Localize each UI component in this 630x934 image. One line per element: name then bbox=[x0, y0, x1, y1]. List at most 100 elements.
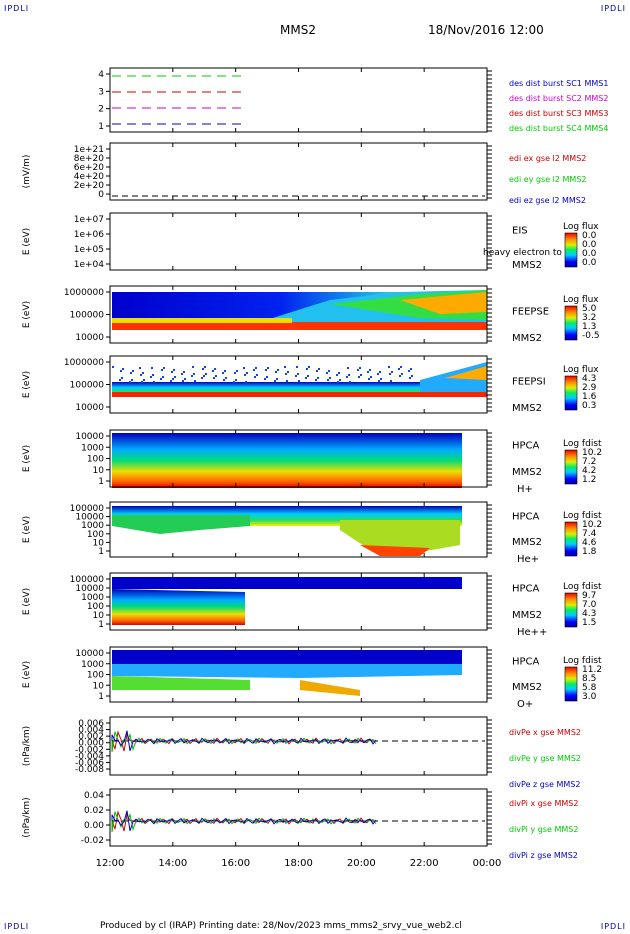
panel-p7 bbox=[106, 501, 578, 558]
spectrogram-band bbox=[112, 515, 250, 534]
colorbar-tick-label: 4.6 bbox=[582, 538, 597, 548]
noise-pixel bbox=[359, 367, 361, 369]
y-tick-label: 0.000 bbox=[78, 739, 104, 749]
spectrogram-band bbox=[400, 292, 487, 314]
noise-pixel bbox=[369, 369, 371, 371]
panel-axes bbox=[109, 716, 488, 776]
y-tick-label: 1000 bbox=[81, 521, 104, 531]
spectrogram-band bbox=[112, 322, 487, 330]
colorbar-tick-label: 5.0 bbox=[582, 304, 597, 314]
noise-pixel bbox=[222, 372, 224, 374]
y-tick-label: 1000 bbox=[81, 660, 104, 670]
panel-axes bbox=[109, 788, 488, 847]
noise-pixel bbox=[337, 381, 339, 383]
y-tick-label: 10 bbox=[93, 538, 105, 548]
y-tick-label: 10 bbox=[93, 681, 105, 691]
legend-entry: edi ez gse l2 MMS2 bbox=[509, 196, 586, 205]
colorbar-title: Log fdist bbox=[563, 439, 602, 449]
noise-pixel bbox=[194, 380, 196, 382]
species-label: He+ bbox=[517, 554, 539, 565]
noise-pixel bbox=[202, 368, 204, 370]
noise-pixel bbox=[336, 374, 338, 376]
y-tick-label: 3 bbox=[98, 87, 104, 97]
noise-pixel bbox=[246, 372, 248, 374]
x-tick-label: 12:00 bbox=[96, 858, 125, 869]
colorbar-tick-label: 0.3 bbox=[582, 401, 596, 411]
colorbar-tick-label: 0.0 bbox=[582, 249, 597, 259]
y-tick-label: 10000 bbox=[75, 649, 104, 659]
colorbar bbox=[564, 666, 578, 702]
spectrogram-band bbox=[112, 392, 487, 397]
spectrogram-band bbox=[112, 589, 245, 625]
noise-pixel bbox=[161, 369, 163, 371]
instrument-label: HPCA bbox=[512, 441, 540, 452]
colorbar-tick-label: 7.2 bbox=[582, 457, 596, 467]
noise-pixel bbox=[171, 371, 173, 373]
colorbar bbox=[564, 521, 578, 557]
x-tick-label: 22:00 bbox=[410, 858, 439, 869]
noise-pixel bbox=[235, 379, 237, 381]
colorbar-tick-label: 7.4 bbox=[582, 529, 597, 539]
colorbar-tick-label: 4.3 bbox=[582, 609, 596, 619]
noise-pixel bbox=[112, 366, 114, 368]
noise-pixel bbox=[131, 379, 133, 381]
noise-pixel bbox=[223, 379, 225, 381]
y-tick-label: 1e+04 bbox=[74, 260, 105, 270]
y-tick-label: 100 bbox=[87, 602, 104, 612]
y-tick-label: 10000 bbox=[75, 513, 104, 523]
noise-pixel bbox=[170, 380, 172, 382]
colorbar-tick-label: 10.2 bbox=[582, 448, 602, 458]
noise-pixel bbox=[214, 368, 216, 370]
noise-pixel bbox=[183, 371, 185, 373]
noise-pixel bbox=[276, 378, 278, 380]
spectrogram-band bbox=[112, 318, 292, 323]
spectrogram-band bbox=[300, 680, 360, 696]
noise-pixel bbox=[284, 366, 286, 368]
noise-pixel bbox=[357, 369, 359, 371]
legend-entry: divPe z gse MMS2 bbox=[509, 780, 580, 789]
noise-pixel bbox=[225, 377, 227, 379]
colorbar-tick-label: 1.6 bbox=[582, 392, 597, 402]
noise-pixel bbox=[275, 371, 277, 373]
instrument-label: EIS bbox=[512, 226, 528, 237]
noise-pixel bbox=[255, 367, 257, 369]
y-tick-label: 1000 bbox=[81, 443, 104, 453]
colorbar-title: Log flux bbox=[563, 365, 599, 375]
satellite-label: MMS2 bbox=[512, 333, 542, 344]
spectrogram-band bbox=[112, 676, 250, 690]
y-tick-label: 6e+20 bbox=[74, 163, 105, 173]
y-tick-label: 1e+06 bbox=[74, 230, 105, 240]
colorbar-tick-label: 11.2 bbox=[582, 665, 602, 675]
y-tick-label: -0.004 bbox=[75, 752, 104, 762]
noise-pixel bbox=[140, 374, 142, 376]
noise-pixel bbox=[409, 377, 411, 379]
noise-pixel bbox=[338, 372, 340, 374]
y-axis-label: E (eV) bbox=[22, 371, 32, 398]
legend-entry: des dist burst SC3 MMS3 bbox=[509, 109, 608, 118]
y-tick-label: 100000 bbox=[70, 504, 105, 514]
spectrogram-band bbox=[360, 545, 430, 556]
instrument-label: HPCA bbox=[512, 512, 540, 523]
satellite-label: MMS2 bbox=[512, 682, 542, 693]
noise-pixel bbox=[142, 372, 144, 374]
noise-pixel bbox=[150, 376, 152, 378]
y-tick-label: 0.02 bbox=[84, 806, 104, 816]
y-tick-label: 1 bbox=[98, 692, 104, 702]
noise-pixel bbox=[160, 378, 162, 380]
colorbar-title: Log fdist bbox=[563, 582, 602, 592]
colorbar-tick-label: 3.0 bbox=[582, 692, 597, 702]
noise-pixel bbox=[329, 377, 331, 379]
corner-label-tl: IPDLI bbox=[4, 4, 30, 13]
noise-pixel bbox=[348, 374, 350, 376]
y-tick-label: 1e+07 bbox=[74, 215, 104, 225]
satellite-label: MMS2 bbox=[512, 537, 542, 548]
y-axis-label: (mV/m) bbox=[22, 155, 32, 189]
noise-pixel bbox=[122, 368, 124, 370]
colorbar-tick-label: 4.3 bbox=[582, 374, 596, 384]
colorbar-tick-label: 8.5 bbox=[582, 674, 596, 684]
noise-pixel bbox=[129, 381, 131, 383]
y-axis-label: E (eV) bbox=[22, 516, 32, 543]
noise-pixel bbox=[298, 380, 300, 382]
noise-pixel bbox=[391, 371, 393, 373]
noise-pixel bbox=[181, 373, 183, 375]
